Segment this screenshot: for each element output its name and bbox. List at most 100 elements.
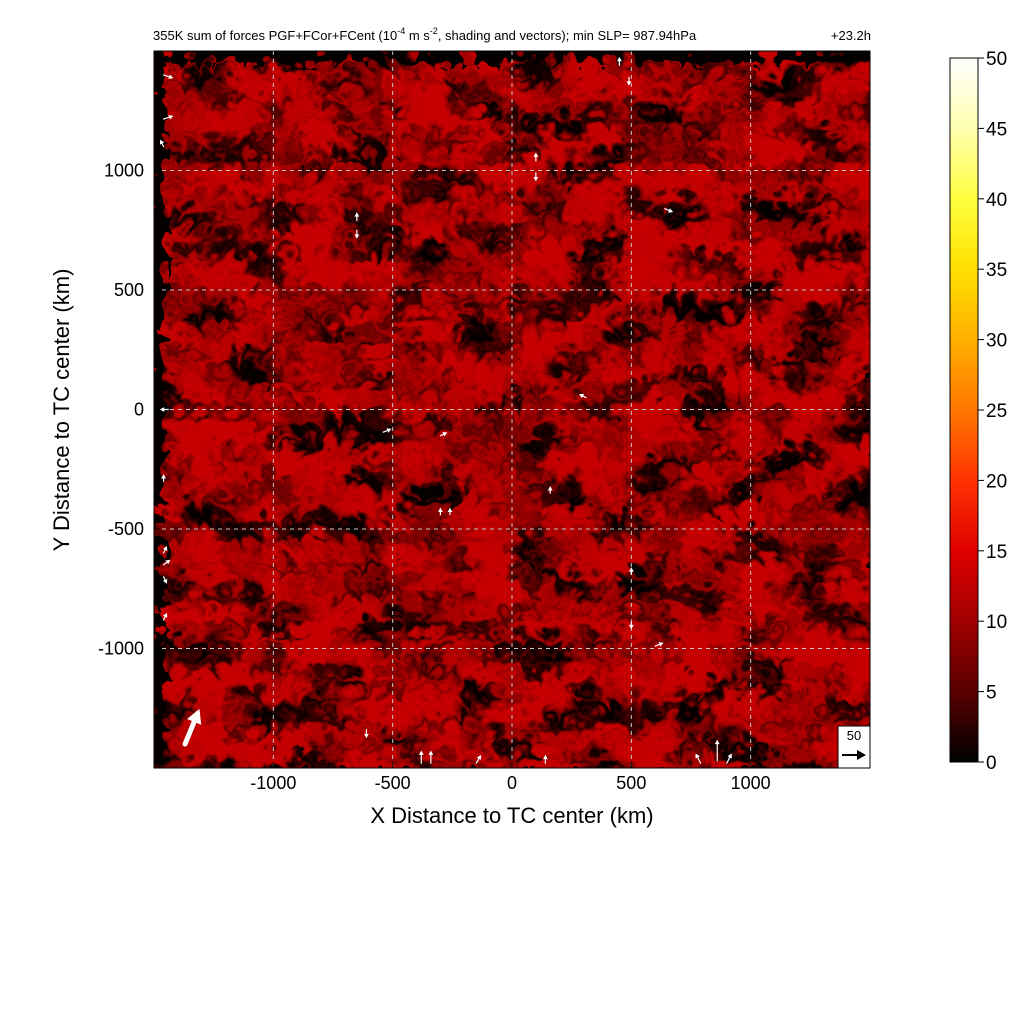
large-force-vector-head	[187, 708, 202, 725]
force-vector	[162, 576, 168, 584]
force-vector	[628, 621, 634, 630]
force-vector	[162, 545, 168, 554]
force-vector-head	[695, 753, 700, 759]
force-vector	[617, 56, 622, 66]
force-vector	[428, 750, 434, 764]
colorbar-tick-label: 30	[986, 331, 1007, 352]
force-vector	[159, 139, 165, 148]
force-vector	[579, 393, 587, 399]
force-vector-head	[533, 177, 539, 182]
force-vector-head	[438, 507, 443, 512]
y-tick-label: -1000	[98, 639, 144, 659]
force-vector-head	[364, 733, 369, 739]
colorbar-tick-label: 0	[986, 753, 997, 774]
title-units: m s	[405, 28, 430, 43]
x-axis-ticks: -1000 -500 0 500 1000	[250, 762, 771, 793]
colorbar-tick-label: 45	[986, 119, 1007, 140]
force-vector	[664, 208, 674, 213]
force-vector-head	[447, 507, 453, 512]
force-vector-head	[354, 212, 360, 217]
y-tick-label: -500	[108, 519, 144, 539]
force-vector	[162, 114, 174, 120]
force-vector-head	[159, 139, 165, 145]
colorbar-tick-label: 50	[986, 49, 1007, 70]
force-vector-head	[168, 114, 174, 120]
force-vector	[162, 74, 174, 80]
force-vector	[161, 474, 166, 482]
title-exponent-1: -4	[397, 26, 405, 36]
force-vector-head	[668, 208, 674, 213]
force-vector-head	[579, 393, 585, 399]
force-vector	[547, 486, 553, 494]
title-tail: , shading and vectors); min SLP= 987.94h…	[438, 28, 697, 43]
force-vector	[162, 612, 168, 621]
force-vector	[159, 407, 169, 412]
force-vector	[714, 739, 720, 762]
x-axis-label: X Distance to TC center (km)	[370, 803, 653, 828]
force-vector-head	[658, 642, 664, 647]
reference-vector-label: 50	[847, 728, 861, 743]
force-vector	[162, 559, 171, 566]
force-vector-head	[442, 432, 448, 437]
force-vector	[382, 428, 392, 433]
x-tick-label: 500	[616, 773, 646, 793]
force-vector-head	[547, 486, 553, 491]
force-vector-head	[162, 545, 168, 551]
force-vector	[438, 507, 443, 516]
colorbar-tick-label: 40	[986, 190, 1007, 211]
colorbar-tick-label: 10	[986, 612, 1007, 633]
force-vector-head	[161, 474, 166, 479]
y-tick-label: 0	[134, 400, 144, 420]
force-vector-head	[354, 234, 360, 239]
colorbar-tick-label: 15	[986, 542, 1007, 563]
x-tick-label: 1000	[731, 773, 771, 793]
force-vector-head	[162, 612, 168, 618]
force-vector	[726, 753, 732, 764]
force-vector-head	[165, 559, 171, 565]
force-vector	[695, 753, 702, 764]
force-vector-head	[628, 567, 634, 572]
force-vector-head	[628, 624, 634, 630]
force-vector	[364, 729, 369, 739]
force-vector	[447, 507, 453, 516]
reference-vector-box: 50	[837, 725, 871, 769]
force-vector-head	[533, 152, 539, 157]
force-vector-head	[418, 750, 424, 755]
force-vector	[418, 750, 424, 764]
colorbar-tick-label: 25	[986, 401, 1007, 422]
force-vector-head	[617, 56, 622, 62]
force-vector	[354, 212, 360, 222]
force-vector-head	[476, 754, 482, 760]
y-tick-label: 1000	[104, 161, 144, 181]
y-axis-ticks: -1000 -500 0 500 1000	[98, 161, 160, 659]
force-vector	[533, 152, 539, 162]
force-vector	[626, 76, 632, 86]
force-vector-head	[543, 754, 548, 760]
colorbar: 0 5 10 15 20 25 30 35 40 45 50	[949, 49, 1007, 774]
force-vector-head	[162, 578, 168, 584]
colorbar-tick-label: 20	[986, 471, 1007, 492]
force-vector	[475, 754, 482, 764]
force-vector-head	[159, 407, 165, 412]
force-vector	[439, 432, 448, 437]
y-axis-label: Y Distance to TC center (km)	[49, 269, 74, 552]
time-label: +23.2h	[831, 28, 871, 43]
force-vector	[628, 567, 634, 576]
force-vector	[354, 229, 360, 239]
force-vector-head	[428, 750, 434, 755]
force-vector	[533, 172, 539, 182]
colorbar-tick-label: 35	[986, 260, 1007, 281]
title-text: 355K sum of forces PGF+FCor+FCent (10	[153, 28, 397, 43]
x-tick-label: 0	[507, 773, 517, 793]
force-vector	[654, 642, 664, 647]
title-exponent-2: -2	[430, 26, 438, 36]
heatmap-field	[154, 51, 870, 768]
large-force-vector	[182, 708, 202, 747]
colorbar-scale	[949, 57, 979, 763]
colorbar-ticks: 0 5 10 15 20 25 30 35 40 45 50	[978, 49, 1007, 774]
x-tick-label: -1000	[250, 773, 296, 793]
force-vectors	[159, 56, 732, 764]
colorbar-tick-label: 5	[986, 683, 997, 704]
force-vector-head	[386, 428, 392, 433]
plot-area: 50	[153, 50, 871, 769]
